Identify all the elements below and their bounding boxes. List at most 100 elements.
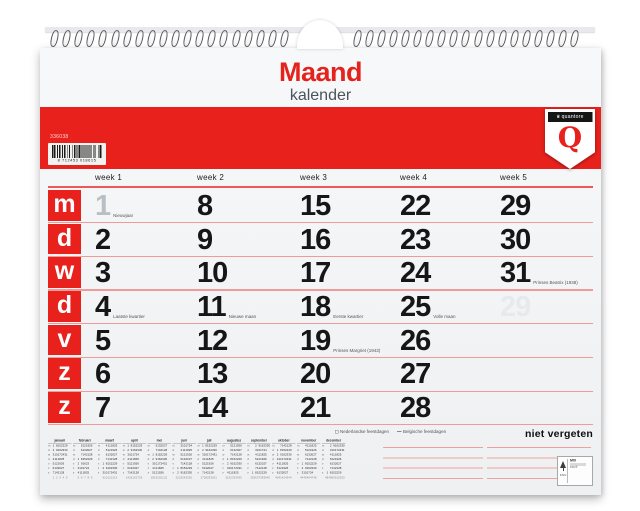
mini-month: maart m 4 11 18 25 d 5 12 19 26 w 6 13 20 27 d 7 14 21 28 v 1 8…	[97, 439, 122, 481]
date-cell: 1 Nieuwjaar	[95, 190, 133, 221]
week-header-label: week 1	[95, 173, 123, 182]
day-letter: m	[48, 190, 81, 221]
mini-month: februari m 5 12 19 26 d 6 13 20 27 w 7 14 21 28 d 1 8 15 22 2…	[72, 439, 97, 481]
mini-day-row: z 3 10 17 24 31	[222, 467, 242, 470]
mini-month-name: oktober	[272, 439, 296, 444]
fsc-text-inner: MIX FSC®	[569, 459, 602, 470]
mini-day-row: d 5 12 19 26	[321, 458, 342, 461]
mini-day-row: v 6 13 20 27	[247, 462, 267, 466]
mini-month: december m 2 9 16 23 30 d 3 10 17 24 31 w 4 11 18 25 d 5 12 1…	[321, 439, 346, 481]
mini-day-row: d 6 13 20 27	[172, 458, 192, 461]
mini-day-row: z 2 9 16 23 30	[97, 467, 118, 470]
date-cell: 18 Eerste kwartier	[300, 291, 363, 322]
date-number: 31	[500, 257, 531, 290]
mini-day-row: m 2 9 16 23 30	[321, 444, 345, 448]
mini-day-row: d 3 10 17 24 31	[272, 458, 292, 461]
date-note: Nieuwe maan	[228, 314, 257, 320]
mini-day-row: d 4 11 18 25	[122, 458, 139, 461]
date-cell: 9	[197, 224, 213, 255]
mini-day-row: z 2 9 16 23 30	[296, 467, 317, 470]
date-cell: 29	[500, 291, 531, 322]
holiday-legend: Nederlandse feestdagen Belgische feestda…	[335, 429, 446, 434]
quantore-logo: ♛quantore Q	[545, 109, 595, 169]
date-cell: 27	[400, 358, 431, 389]
wire-loop	[496, 29, 508, 48]
calendar-sheet: Maand kalender 336038 8 712453 018615 ♛q…	[40, 48, 601, 495]
mini-day-row: w 2 9 16 23 30	[272, 453, 292, 457]
date-cell: 19 Prinses Margriet (1943)	[300, 325, 380, 356]
wire-loop	[448, 29, 459, 48]
mini-day-row: d 1 8 15 22 29	[72, 458, 93, 461]
wire-loop	[170, 29, 181, 48]
mini-month-name: april	[122, 439, 147, 444]
date-number: 21	[300, 392, 331, 425]
mini-day-row: z 6 13 20 27	[197, 467, 214, 470]
nl-holiday-box-icon	[335, 429, 339, 434]
mini-week-numbers: 27 28 29 30 31	[200, 476, 217, 480]
wire-loop	[97, 29, 108, 48]
legend-nl-label: Nederlandse feestdagen	[340, 429, 390, 434]
date-number: 12	[197, 324, 228, 357]
fsc-mix-label: MIX	[569, 459, 576, 463]
fsc-tree-trunk	[562, 468, 564, 471]
mini-day-row: w 3 10 17 24 31	[48, 453, 68, 457]
mini-day-row: m 4 11 18 25	[296, 444, 317, 448]
mini-day-row: z 1 8 15 22 29	[247, 471, 267, 475]
fsc-tree-crown	[560, 461, 567, 468]
day-row: v 5 12 19 Prinses Margriet (1943) 26	[40, 324, 601, 359]
fsc-text: MIX FSC®	[568, 459, 602, 483]
date-number: 16	[300, 223, 331, 256]
mini-day-row: z 5 12 19 26	[147, 471, 164, 475]
mini-day-row: v 1 8 15 22 29	[296, 462, 317, 466]
mini-day-row: v 6 13 20 27	[321, 462, 342, 466]
product-code: 336038	[50, 134, 69, 140]
mini-day-row: d 4 11 18 25	[48, 458, 65, 461]
barcode-digits: 8 712453 018615	[57, 158, 97, 163]
mini-month: januari m 1 8 15 22 29 d 2 9 16 23 30 w 3 10 17 24 31 d 4 11 1…	[48, 439, 72, 481]
fsc-fineprint-line	[569, 463, 586, 464]
wire-loop	[557, 29, 568, 48]
wire-loop	[508, 29, 520, 48]
mini-day-row: d 5 12 19 26	[296, 449, 317, 452]
date-cell: 24	[400, 257, 431, 288]
wire-loop	[387, 29, 399, 48]
mini-day-row: d 3 10 17 24 31	[321, 449, 345, 452]
mini-day-row: d 2 9 16 23 30	[147, 458, 168, 461]
date-cell: 12	[197, 324, 228, 357]
wire-loop	[230, 29, 241, 48]
fsc-code: FSC®	[569, 466, 578, 470]
date-cell: 13	[197, 358, 228, 391]
mini-day-row: d 2 9 16 23 30	[122, 449, 143, 452]
date-note: Prinses Margriet (1943)	[333, 347, 381, 353]
wire-loop	[61, 29, 72, 48]
mini-day-row: d 5 12 19 26	[247, 458, 267, 461]
day-letter: z	[48, 392, 81, 423]
date-note: Nieuwjaar	[113, 213, 134, 218]
date-number: 3	[95, 257, 111, 290]
mini-day-row: m 7 14 21 28	[272, 444, 292, 448]
date-cell: 21	[300, 392, 331, 425]
date-number: 13	[197, 358, 228, 391]
note-lines-left	[383, 447, 483, 481]
mini-day-row: z 6 13 20 27	[272, 471, 289, 475]
mini-day-row: z 4 11 18 25	[222, 471, 239, 475]
date-cell: 30	[500, 224, 531, 255]
mini-day-row: z 6 13 20 27	[48, 467, 65, 470]
mini-week-numbers: 9 10 11 12 13	[102, 476, 118, 480]
date-cell: 14	[197, 392, 228, 423]
mini-month-name: mei	[147, 439, 172, 444]
wire-loop	[121, 29, 132, 48]
wire-loop	[73, 29, 84, 48]
day-letter: w	[48, 257, 81, 288]
mini-day-row: d 6 13 20 27	[222, 449, 242, 452]
wire-loop	[218, 29, 229, 48]
date-note: Volle maan	[433, 314, 456, 320]
date-cell: 5	[95, 325, 111, 356]
date-number: 17	[300, 257, 331, 290]
mini-day-row: v 4 11 18 25	[272, 462, 289, 466]
mini-day-row: w 3 10 17 24	[122, 453, 139, 457]
mini-day-row: d 5 12 19 26	[97, 449, 118, 452]
mini-day-row: w 4 11 18 25	[321, 453, 342, 457]
mini-month: november m 4 11 18 25 d 5 12 19 26 w 6 13 20 27 d 7 14 21 28…	[296, 439, 321, 481]
